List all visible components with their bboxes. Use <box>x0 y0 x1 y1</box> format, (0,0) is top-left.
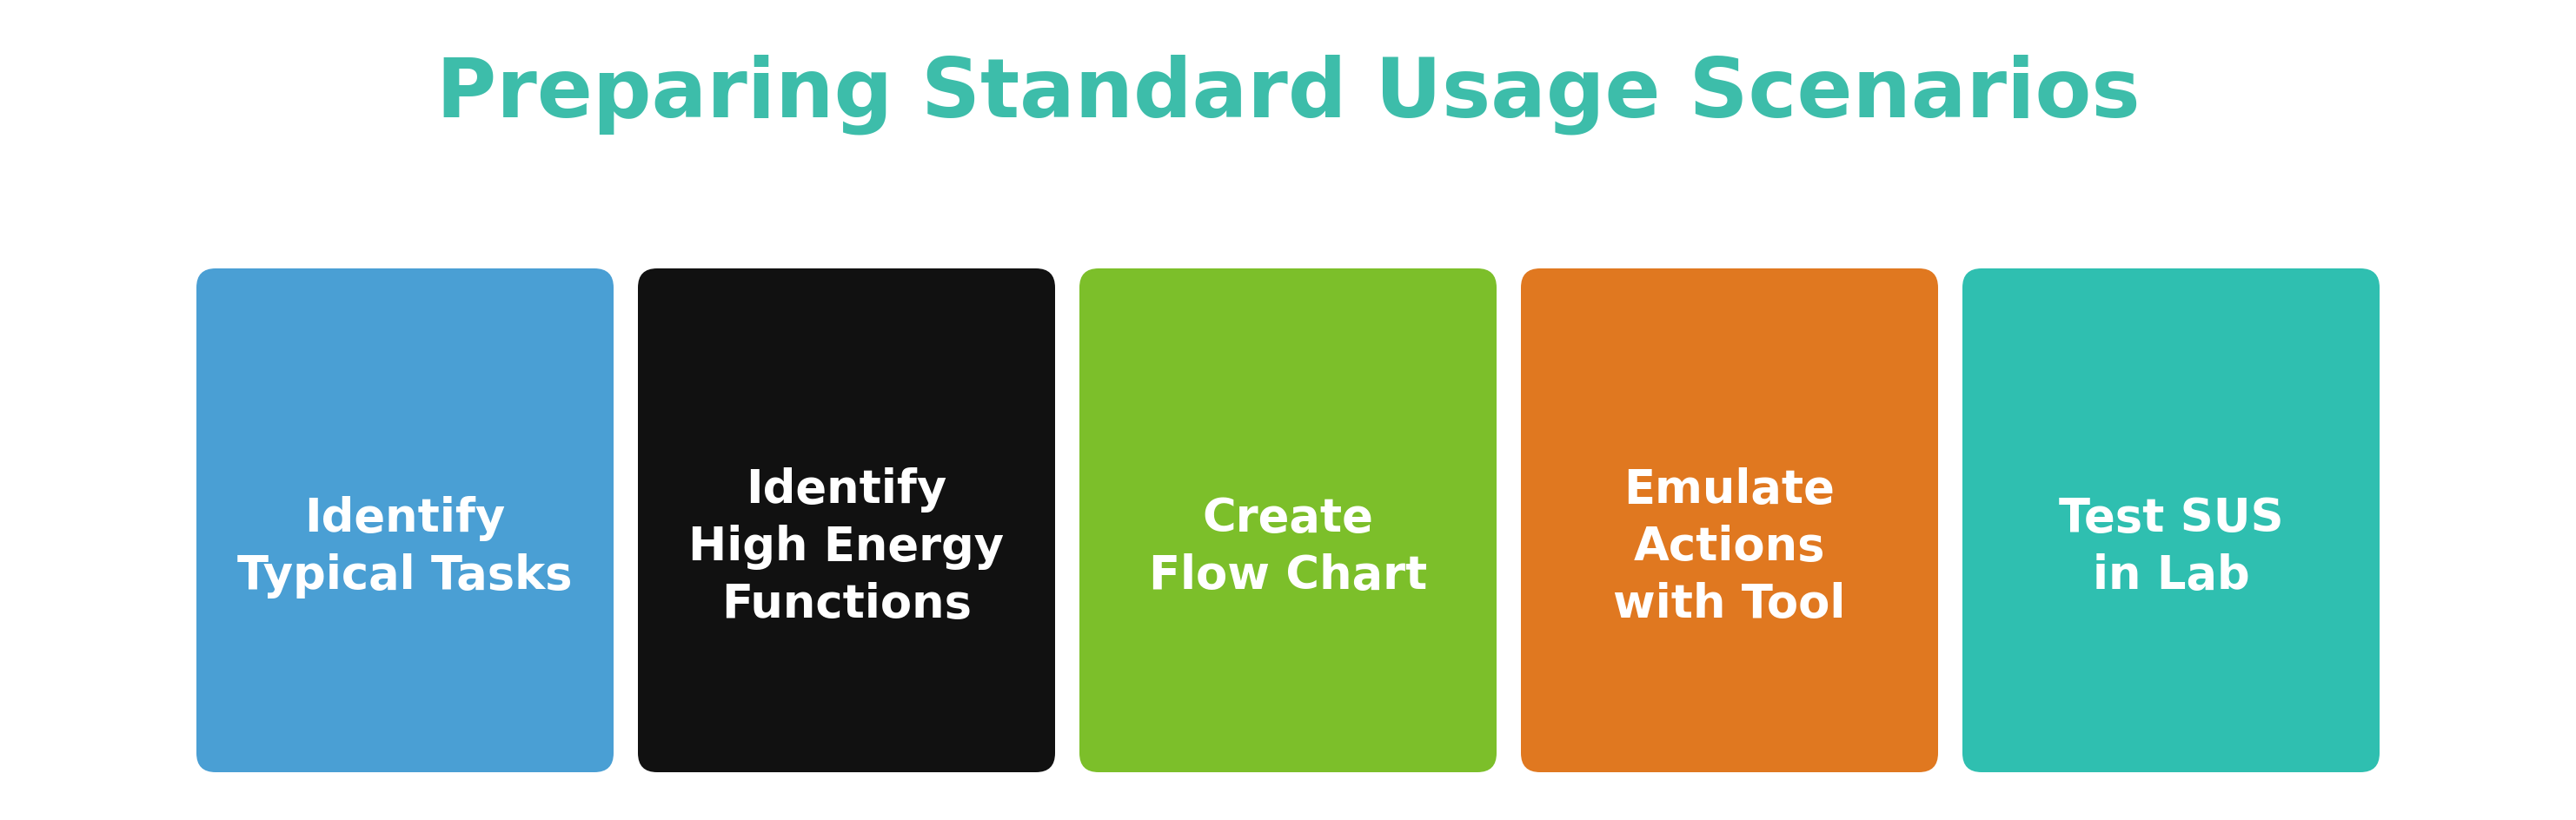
Text: Identify
Typical Tasks: Identify Typical Tasks <box>237 495 572 598</box>
FancyBboxPatch shape <box>1520 269 1937 772</box>
Text: Identify
High Energy
Functions: Identify High Energy Functions <box>688 467 1005 626</box>
Text: Test SUS
in Lab: Test SUS in Lab <box>2058 495 2282 598</box>
Text: Emulate
Actions
with Tool: Emulate Actions with Tool <box>1613 467 1844 626</box>
FancyBboxPatch shape <box>1079 269 1497 772</box>
Text: Create
Flow Chart: Create Flow Chart <box>1149 495 1427 598</box>
FancyBboxPatch shape <box>639 269 1056 772</box>
FancyBboxPatch shape <box>1963 269 2380 772</box>
FancyBboxPatch shape <box>196 269 613 772</box>
Text: Preparing Standard Usage Scenarios: Preparing Standard Usage Scenarios <box>435 54 2141 134</box>
